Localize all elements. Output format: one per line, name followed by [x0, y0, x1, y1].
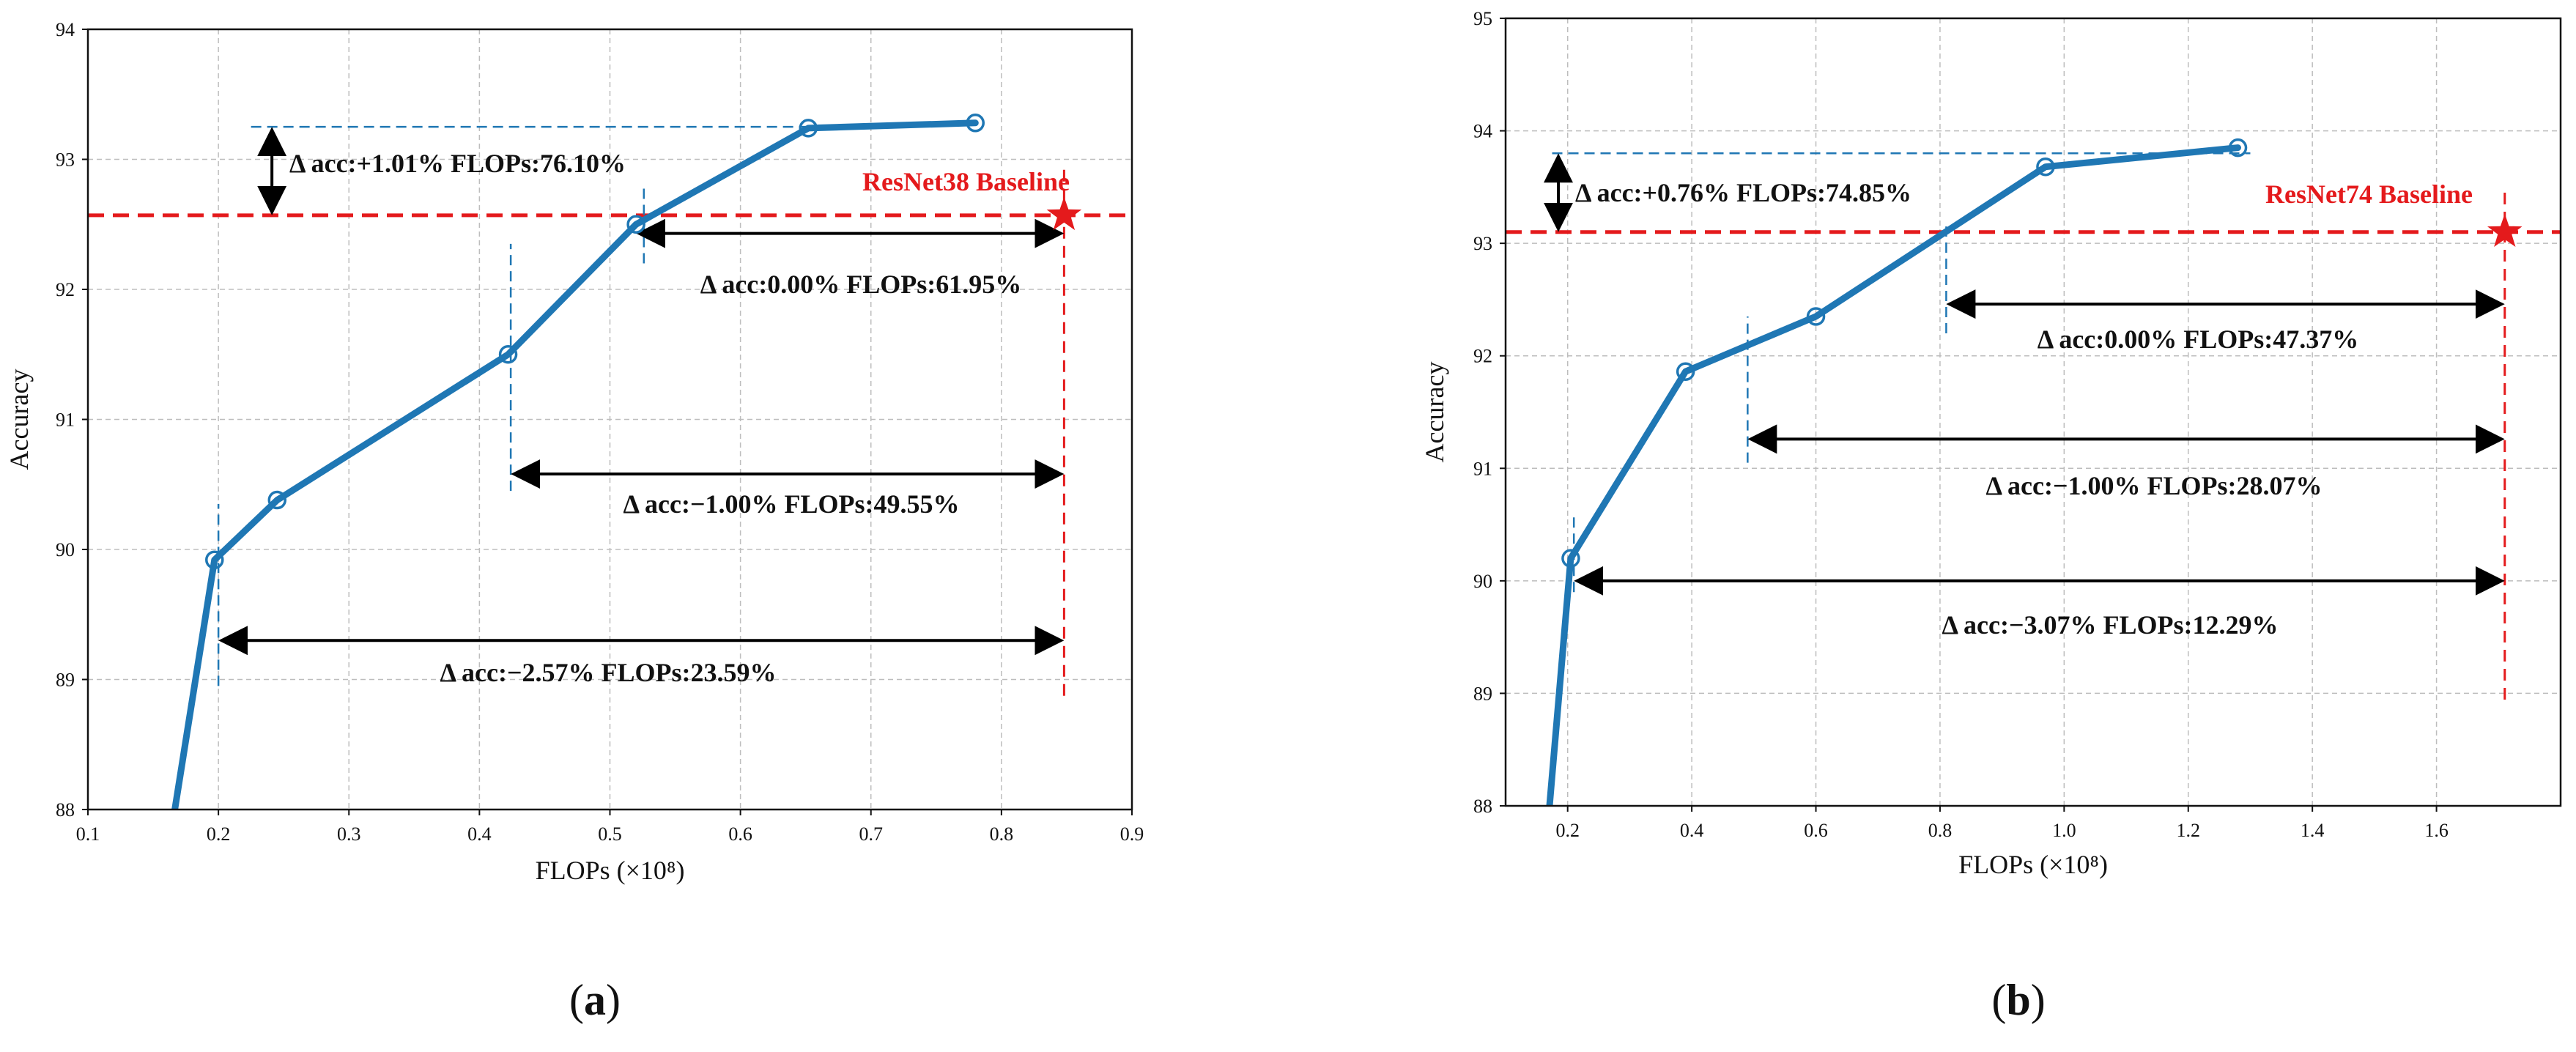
x-tick-label: 0.8 — [990, 823, 1014, 845]
x-tick-label: 1.2 — [2177, 820, 2201, 841]
baseline-star — [1046, 196, 1082, 231]
annotation-label: Δ acc:+1.01% FLOPs:76.10% — [289, 149, 626, 178]
data-point — [626, 215, 645, 234]
panel-label-close: ) — [2031, 976, 2046, 1024]
series-line — [171, 119, 979, 810]
x-tick-label: 1.0 — [2052, 820, 2076, 841]
data-point — [205, 550, 224, 569]
data-point — [2036, 157, 2055, 177]
baseline-star — [2487, 213, 2523, 247]
x-tick-label: 0.9 — [1120, 823, 1144, 845]
x-tick-label: 0.2 — [1555, 820, 1580, 841]
x-tick-label: 0.1 — [76, 823, 100, 845]
data-point — [1676, 362, 1695, 381]
data-point — [1806, 307, 1826, 326]
y-tick-label: 88 — [56, 799, 75, 821]
chart-panel-b: 0.2 0.4 0.6 0.8 1.0 1.2 1.4 1.6 88 89 90 91 92 93 94 95… — [1420, 8, 2562, 1024]
x-tick-label: 0.2 — [207, 823, 231, 845]
y-tick-label: 94 — [1473, 121, 1492, 142]
baseline-label: ResNet74 Baseline — [2265, 179, 2473, 209]
data-point — [966, 114, 985, 133]
annotation-label: Δ acc:0.00% FLOPs:47.37% — [2038, 325, 2359, 354]
panel-label-letter: a — [584, 976, 606, 1024]
x-tick-label: 0.4 — [1680, 820, 1704, 841]
data-point — [2228, 138, 2248, 158]
y-tick-label: 92 — [1473, 346, 1492, 367]
axes-frame — [1504, 17, 2562, 807]
panel-label-open: ( — [1991, 976, 2006, 1024]
y-tick-label: 91 — [1473, 458, 1492, 479]
annotation-label: Δ acc:+0.76% FLOPs:74.85% — [1575, 178, 1911, 207]
y-tick-label: 88 — [1473, 796, 1492, 817]
x-tick-label: 0.7 — [859, 823, 884, 845]
y-tick-label: 94 — [56, 19, 75, 40]
y-tick-label: 93 — [1473, 233, 1492, 254]
x-tick-label: 1.6 — [2424, 820, 2449, 841]
y-tick-label: 92 — [56, 279, 75, 300]
y-tick-label: 90 — [56, 539, 75, 560]
annotation-label: Δ acc:0.00% FLOPs:61.95% — [700, 270, 1022, 299]
plot-area — [88, 114, 1132, 810]
annotation-label: Δ acc:−3.07% FLOPs:12.29% — [1942, 610, 2278, 640]
y-tick-label: 93 — [56, 149, 75, 171]
x-tick-label: 0.5 — [598, 823, 622, 845]
panel-label-letter: b — [2006, 976, 2030, 1024]
data-point — [1561, 549, 1580, 568]
chart-panel-a: 0.1 0.2 0.3 0.4 0.5 0.6 0.7 0.8 0.9 88 89 90 91 92 93 9… — [4, 19, 1144, 1024]
series-line — [1546, 144, 2241, 806]
y-tick-label: 91 — [56, 410, 75, 431]
x-tick-label: 0.4 — [467, 823, 492, 845]
annotation-label: Δ acc:−1.00% FLOPs:49.55% — [623, 489, 959, 519]
data-point — [267, 490, 287, 510]
annotation-label: Δ acc:−2.57% FLOPs:23.59% — [440, 658, 776, 687]
panel-label: (a) — [569, 976, 621, 1024]
x-tick-label: 0.8 — [1928, 820, 1953, 841]
data-point — [498, 345, 518, 364]
y-axis-label: Accuracy — [4, 369, 34, 470]
x-axis-label: FLOPs (×10⁸) — [536, 856, 685, 885]
panel-label-open: ( — [569, 976, 584, 1024]
x-tick-label: 0.6 — [1804, 820, 1828, 841]
data-point — [799, 119, 818, 138]
x-tick-label: 0.6 — [728, 823, 752, 845]
y-tick-label: 89 — [1473, 683, 1492, 704]
y-axis-label: Accuracy — [1420, 362, 1449, 463]
axes-frame — [86, 28, 1133, 811]
y-tick-label: 90 — [1473, 571, 1492, 592]
x-axis-label: FLOPs (×10⁸) — [1958, 850, 2108, 879]
x-tick-label: 1.4 — [2301, 820, 2325, 841]
panel-label: (b) — [1991, 976, 2045, 1024]
baseline-label: ResNet38 Baseline — [862, 167, 1070, 196]
x-tick-label: 0.3 — [337, 823, 361, 845]
panel-label-close: ) — [606, 976, 621, 1024]
y-tick-label: 95 — [1473, 8, 1492, 29]
y-tick-label: 89 — [56, 670, 75, 691]
annotation-label: Δ acc:−1.00% FLOPs:28.07% — [1985, 471, 2322, 500]
plot-area — [1506, 138, 2561, 806]
